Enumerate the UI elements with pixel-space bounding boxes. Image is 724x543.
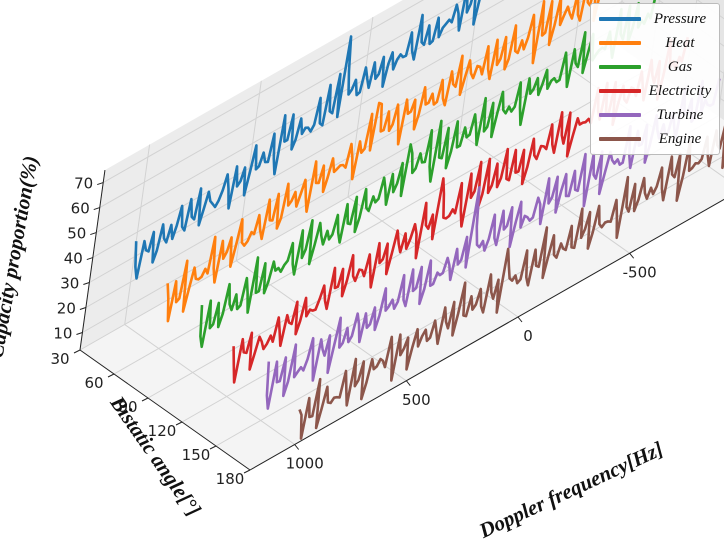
x-tick-label: -500 bbox=[623, 263, 657, 281]
z-tick-mark bbox=[93, 207, 100, 211]
series-line-heat bbox=[166, 0, 600, 323]
y-tick-mark bbox=[107, 373, 115, 378]
legend-label: Pressure bbox=[653, 11, 707, 27]
x-tick-mark bbox=[517, 316, 523, 323]
series-line-engine bbox=[298, 125, 724, 440]
z-gridline bbox=[85, 0, 724, 308]
y-tick-label: 180 bbox=[216, 470, 245, 488]
y-tick-label: 150 bbox=[182, 446, 211, 464]
legend-item-pressure: Pressure bbox=[597, 9, 715, 29]
y-tick-label: 60 bbox=[84, 374, 103, 392]
z-tick-label: 60 bbox=[71, 200, 90, 218]
x-tick-mark bbox=[405, 380, 411, 387]
z-gridline bbox=[102, 0, 425, 184]
y-tick-mark bbox=[73, 349, 81, 354]
z-tick-label: 10 bbox=[53, 325, 72, 343]
y-tick-mark bbox=[209, 445, 217, 450]
legend-swatch bbox=[599, 113, 641, 117]
tick-labels: -1000-5000500100030609012015018010203040… bbox=[50, 175, 657, 488]
legend: Pressure Heat Gas Electricity Turbine En… bbox=[590, 3, 720, 155]
y-tick-label: 120 bbox=[148, 422, 177, 440]
z-tick-mark bbox=[86, 257, 93, 261]
x-tick-label: 500 bbox=[402, 391, 431, 409]
z-tick-mark bbox=[90, 232, 97, 236]
x-tick-mark bbox=[294, 444, 300, 450]
y-tick-mark bbox=[175, 421, 183, 426]
z-axis-title: Capacity proportion(%) bbox=[0, 154, 43, 360]
legend-label: Gas bbox=[667, 59, 693, 75]
z-tick-label: 30 bbox=[60, 275, 79, 293]
z-tick-label: 70 bbox=[74, 175, 93, 193]
legend-item-turbine: Turbine bbox=[597, 105, 715, 125]
z-tick-label: 50 bbox=[67, 225, 86, 243]
floor-pane bbox=[80, 44, 724, 470]
z-tick-label: 40 bbox=[64, 250, 83, 268]
legend-swatch bbox=[599, 137, 641, 141]
legend-swatch bbox=[599, 41, 641, 45]
y-tick-label: 90 bbox=[118, 398, 137, 416]
x-tick-label: 1000 bbox=[286, 455, 324, 473]
legend-swatch bbox=[599, 65, 641, 69]
legend-swatch bbox=[599, 89, 641, 93]
legend-label: Engine bbox=[658, 131, 702, 147]
legend-item-engine: Engine bbox=[597, 129, 715, 149]
z-axis-line bbox=[79, 170, 106, 351]
z-gridline bbox=[99, 0, 465, 209]
x-tick-label: 0 bbox=[523, 327, 533, 345]
y-tick-mark bbox=[141, 397, 149, 402]
z-gridline bbox=[89, 0, 724, 283]
z-tick-mark bbox=[79, 307, 87, 310]
z-gridline bbox=[96, 0, 505, 233]
y-tick-label: 30 bbox=[50, 350, 69, 368]
legend-item-electricity: Electricity bbox=[597, 81, 715, 101]
legend-swatch bbox=[599, 17, 641, 21]
y-axis-line bbox=[79, 349, 251, 471]
z-tick-mark bbox=[97, 182, 104, 186]
z-tick-mark bbox=[76, 332, 83, 335]
series-line-gas bbox=[199, 0, 657, 349]
x-axis-title: Doppler frequency[Hz] bbox=[474, 437, 666, 543]
z-tick-mark bbox=[83, 282, 90, 286]
y-gridline bbox=[215, 155, 724, 447]
x-tick-mark bbox=[629, 252, 635, 259]
legend-item-heat: Heat bbox=[597, 33, 715, 53]
legend-label: Turbine bbox=[656, 107, 704, 123]
series-line-pressure bbox=[134, 0, 481, 280]
z-gridline bbox=[92, 0, 724, 258]
y-tick-mark bbox=[243, 469, 251, 474]
legend-label: Heat bbox=[665, 35, 695, 51]
z-tick-label: 20 bbox=[57, 300, 76, 318]
legend-label: Electricity bbox=[648, 83, 712, 99]
legend-item-gas: Gas bbox=[597, 57, 715, 77]
